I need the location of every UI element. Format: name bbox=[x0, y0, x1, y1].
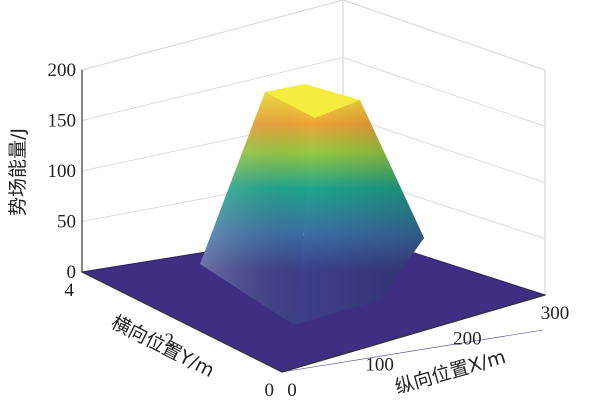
y-tick-label: 4 bbox=[65, 280, 75, 301]
z-axis-label: 势场能量/J bbox=[7, 128, 29, 216]
surface-mesh bbox=[200, 84, 424, 325]
surface-top-face bbox=[265, 84, 360, 118]
y-tick-label: 2 bbox=[165, 330, 175, 351]
z-tick-label: 50 bbox=[57, 212, 76, 233]
y-grid-line bbox=[281, 329, 544, 373]
x-axis-label: 纵向位置X/m bbox=[393, 346, 509, 399]
x-axis-line bbox=[281, 294, 546, 373]
surface-face-left-shade bbox=[200, 92, 315, 325]
y-axis-line bbox=[81, 271, 283, 373]
surface-face-front-shade bbox=[294, 100, 424, 325]
z-grid-line bbox=[342, 114, 546, 183]
z-grid-line bbox=[81, 57, 344, 121]
y-tick-label: 0 bbox=[265, 380, 275, 401]
z-grid-line bbox=[342, 0, 546, 71]
z-grid-line bbox=[81, 0, 344, 71]
z-tick-label: 200 bbox=[48, 60, 77, 81]
z-tick-label: 0 bbox=[67, 262, 77, 283]
z-tick-label: 100 bbox=[48, 161, 77, 182]
x-tick-label: 0 bbox=[287, 380, 297, 401]
z-grid-line bbox=[342, 57, 546, 127]
x-tick-label: 300 bbox=[541, 303, 570, 324]
x-tick-label: 200 bbox=[453, 329, 482, 350]
z-tick-label: 150 bbox=[48, 111, 77, 132]
x-tick-label: 100 bbox=[365, 354, 394, 375]
